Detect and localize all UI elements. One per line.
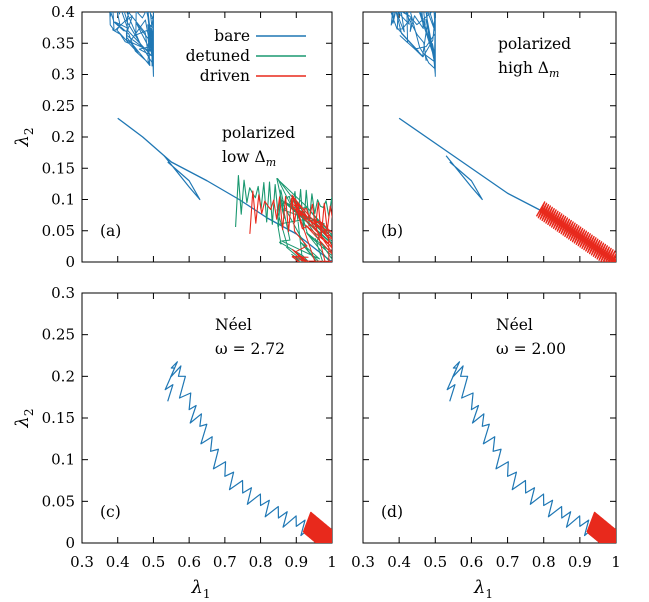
x-tick-label: 0.5 xyxy=(141,553,165,571)
x-axis-label-main: λ xyxy=(190,577,202,598)
x-tick-label: 1 xyxy=(611,553,621,571)
x-axis-label-sub: 1 xyxy=(203,587,211,601)
annotation-subscript: m xyxy=(549,67,559,80)
series-driven xyxy=(535,201,616,262)
series-bare xyxy=(164,361,332,543)
legend-label: bare xyxy=(214,27,250,45)
y-tick-label: 0.25 xyxy=(42,97,75,115)
y-tick-label: 0.15 xyxy=(42,159,75,177)
panel-label: (b) xyxy=(381,222,403,240)
x-tick-label: 0.3 xyxy=(351,553,375,571)
annotation-line: ω = 2.72 xyxy=(215,340,285,358)
y-tick-label: 0.2 xyxy=(51,367,75,385)
y-axis-label: λ2 xyxy=(12,127,36,147)
series-bare-line xyxy=(398,117,545,213)
y-tick-label: 0 xyxy=(65,534,75,552)
x-tick-label: 0.5 xyxy=(423,553,447,571)
x-tick-label: 0.7 xyxy=(496,553,520,571)
panel-label: (c) xyxy=(100,503,121,521)
data-layer xyxy=(390,12,616,262)
series-driven-line xyxy=(291,194,332,262)
x-tick-label: 0.8 xyxy=(532,553,556,571)
x-tick-label: 0.6 xyxy=(459,553,483,571)
x-axis-label-main: λ xyxy=(473,577,485,598)
series-driven-line xyxy=(249,190,332,237)
y-tick-label: 0.1 xyxy=(51,191,75,209)
panel-c: 0 0.05 0.1 0.15 0.2 0.25 0.3 0.3 0.4 0.5 0.6 0.7 0.8… xyxy=(12,284,337,601)
x-tick-label: 0.9 xyxy=(284,553,308,571)
y-axis-label-main: λ xyxy=(12,416,33,428)
annotation-line: Néel xyxy=(215,316,252,334)
y-tick-label: 0.05 xyxy=(42,222,75,240)
series-bare-line xyxy=(117,117,332,262)
panel-label: (a) xyxy=(100,222,121,240)
x-tick-label: 0.4 xyxy=(106,553,130,571)
series-driven xyxy=(249,190,332,262)
annotation-line: high Δm xyxy=(498,59,559,80)
data-layer xyxy=(109,12,332,262)
x-tick-label: 0.9 xyxy=(568,553,592,571)
x-axis-label: λ1 xyxy=(190,577,210,601)
series-bare-line xyxy=(390,12,436,77)
series-driven-line xyxy=(586,511,616,543)
series-bare-line xyxy=(446,361,616,543)
annotation-line: low Δm xyxy=(222,148,276,169)
y-tick-label: 0.35 xyxy=(42,34,75,52)
y-tick-label: 0.3 xyxy=(51,66,75,84)
y-tick-label: 0.2 xyxy=(51,128,75,146)
series-bare-line xyxy=(109,12,154,77)
x-tick-label: 0.6 xyxy=(177,553,201,571)
y-tick-label: 0.15 xyxy=(42,409,75,427)
y-axis-label-sub: 2 xyxy=(22,408,36,416)
annotation-line: polarized xyxy=(498,35,571,53)
legend-label: driven xyxy=(200,67,250,85)
x-tick-label: 0.4 xyxy=(387,553,411,571)
x-axis-label: λ1 xyxy=(473,577,493,601)
series-bare xyxy=(446,361,616,543)
x-axis-label-sub: 1 xyxy=(485,587,493,601)
series-detuned xyxy=(235,175,332,262)
y-tick-label: 0 xyxy=(65,253,75,271)
series-bare-line xyxy=(445,155,483,201)
x-tick-label: 0.8 xyxy=(249,553,273,571)
y-axis-label-main: λ xyxy=(12,135,33,147)
data-layer xyxy=(446,361,616,543)
y-axis-label-sub: 2 xyxy=(22,127,36,135)
series-driven xyxy=(586,511,616,543)
x-tick-label: 0.7 xyxy=(213,553,237,571)
y-tick-label: 0.1 xyxy=(51,451,75,469)
annotation-subscript: m xyxy=(266,156,276,169)
y-tick-label: 0.3 xyxy=(51,284,75,302)
panel-a: 0 0.05 0.1 0.15 0.2 0.25 0.3 0.35 0.4 λ2 (a) polari… xyxy=(12,3,333,271)
y-axis-label: λ2 xyxy=(12,408,36,428)
series-bare xyxy=(109,12,332,262)
data-layer xyxy=(164,361,332,543)
panel-label: (d) xyxy=(381,503,403,521)
series-driven-line xyxy=(302,511,332,543)
y-tick-label: 0.4 xyxy=(51,3,75,21)
annotation-line: Néel xyxy=(496,316,533,334)
annotation-line: polarized xyxy=(222,124,295,142)
series-driven-line xyxy=(535,201,616,262)
annotation-line: ω = 2.00 xyxy=(496,340,566,358)
x-tick-label: 1 xyxy=(327,553,337,571)
panel-b: (b) polarized high Δm xyxy=(362,11,617,263)
x-tick-label: 0.3 xyxy=(70,553,94,571)
y-tick-label: 0.05 xyxy=(42,492,75,510)
series-bare xyxy=(390,12,545,213)
series-detuned-line xyxy=(235,175,332,231)
y-tick-label: 0.25 xyxy=(42,326,75,344)
series-bare-line xyxy=(163,155,201,201)
series-bare-line xyxy=(164,361,332,543)
series-driven xyxy=(302,511,332,543)
legend-label: detuned xyxy=(186,47,250,65)
